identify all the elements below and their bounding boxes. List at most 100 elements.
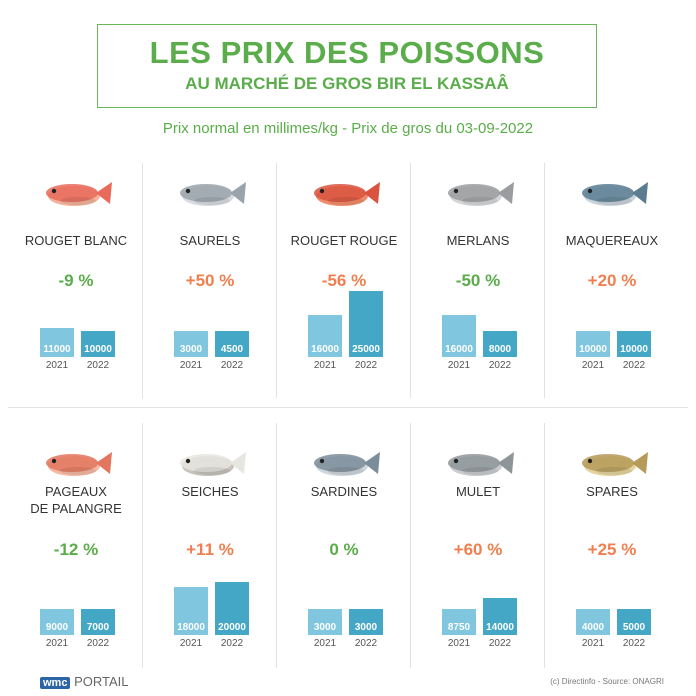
year-label: 2021 xyxy=(45,360,69,371)
bar-value-label: 16000 xyxy=(445,344,473,355)
price-change-label: +50 % xyxy=(185,271,235,290)
year-label: 2021 xyxy=(447,638,471,649)
wmc-badge: wmc xyxy=(40,677,71,689)
price-bar-2021: 8750 xyxy=(442,609,476,635)
bar-value-label: 4000 xyxy=(581,622,605,633)
price-change-label: 0 % xyxy=(329,540,359,559)
red-mullet-icon xyxy=(36,168,116,218)
source-credit: (c) Directinfo - Source: ONAGRI xyxy=(550,677,664,686)
bar-value-label: 4500 xyxy=(220,344,244,355)
price-bar-2022: 10000 xyxy=(617,331,651,357)
year-label: 2021 xyxy=(179,638,203,649)
price-bar-2021: 9000 xyxy=(40,609,74,635)
portail-text: PORTAIL xyxy=(74,674,129,689)
title-box: LES PRIX DES POISSONS AU MARCHÉ DE GROS … xyxy=(97,24,597,108)
price-bar-2021: 16000 xyxy=(308,315,342,357)
grid-divider xyxy=(276,423,277,668)
fish-name: MAQUEREAUX xyxy=(565,233,659,248)
fish-name: SARDINES xyxy=(310,484,378,499)
bar-value-label: 3000 xyxy=(354,622,378,633)
price-change-label: +25 % xyxy=(587,540,637,559)
price-bar-2021: 16000 xyxy=(442,315,476,357)
bar-value-label: 18000 xyxy=(177,622,205,633)
price-bar-2022: 8000 xyxy=(483,331,517,357)
bar-value-label: 10000 xyxy=(620,344,648,355)
fish-card: SARDINES 0 % 3000 2021 3000 2022 xyxy=(276,420,412,660)
bar-value-label: 20000 xyxy=(218,622,246,633)
fish-name: ROUGET ROUGE xyxy=(290,233,398,248)
bar-value-label: 9000 xyxy=(45,622,69,633)
red-fish-icon xyxy=(304,168,384,218)
price-change-label: +11 % xyxy=(186,540,234,559)
year-label: 2021 xyxy=(447,360,471,371)
price-change-label: -50 % xyxy=(455,271,501,290)
fish-name: SEICHES xyxy=(181,484,239,499)
bar-value-label: 5000 xyxy=(622,622,646,633)
fish-card: ROUGET BLANC -9 % 11000 2021 10000 2022 xyxy=(8,160,144,400)
fish-name: PAGEAUX DE PALANGRE xyxy=(30,484,122,516)
price-bar-2022: 14000 xyxy=(483,598,517,635)
price-bar-2021: 4000 xyxy=(576,609,610,635)
fish-card: ROUGET ROUGE -56 % 16000 2021 25000 2022 xyxy=(276,160,412,400)
year-label: 2021 xyxy=(313,360,337,371)
subtitle: Prix normal en millimes/kg - Prix de gro… xyxy=(162,120,534,137)
year-label: 2022 xyxy=(622,360,646,371)
year-label: 2022 xyxy=(86,360,110,371)
price-bar-2022: 4500 xyxy=(215,331,249,357)
mackerel-icon xyxy=(572,168,652,218)
year-label: 2021 xyxy=(45,638,69,649)
fish-card: MERLANS -50 % 16000 2021 8000 2022 xyxy=(410,160,546,400)
fish-name: MERLANS xyxy=(446,233,510,248)
year-label: 2022 xyxy=(220,360,244,371)
grid-divider xyxy=(142,163,143,398)
year-label: 2022 xyxy=(622,638,646,649)
year-label: 2022 xyxy=(488,360,512,371)
fish-name: MULET xyxy=(455,484,501,499)
fish-card: MAQUEREAUX +20 % 10000 2021 10000 2022 xyxy=(544,160,680,400)
bar-value-label: 11000 xyxy=(43,344,71,355)
bar-value-label: 8000 xyxy=(488,344,512,355)
bar-value-label: 3000 xyxy=(313,622,337,633)
horse-mackerel-icon xyxy=(170,168,250,218)
bar-value-label: 14000 xyxy=(486,622,514,633)
year-label: 2022 xyxy=(86,638,110,649)
year-label: 2022 xyxy=(488,638,512,649)
bream-icon xyxy=(572,438,652,488)
price-bar-2022: 3000 xyxy=(349,609,383,635)
price-change-label: -12 % xyxy=(53,540,99,559)
page-subtitle-line: AU MARCHÉ DE GROS BIR EL KASSAÂ xyxy=(185,74,509,93)
price-bar-2021: 11000 xyxy=(40,328,74,357)
grid-divider xyxy=(544,163,545,398)
price-change-label: -56 % xyxy=(321,271,367,290)
price-bar-2022: 5000 xyxy=(617,609,651,635)
price-change-label: -9 % xyxy=(58,271,94,290)
fish-card: MULET +60 % 8750 2021 14000 2022 xyxy=(410,420,546,660)
sea-bream-icon xyxy=(36,438,116,488)
fish-name: ROUGET BLANC xyxy=(24,233,128,248)
fish-card: SPARES +25 % 4000 2021 5000 2022 xyxy=(544,420,680,660)
bar-value-label: 3000 xyxy=(179,344,203,355)
cuttlefish-icon xyxy=(170,438,250,488)
grid-divider xyxy=(142,423,143,668)
grid-divider xyxy=(276,163,277,398)
year-label: 2021 xyxy=(581,638,605,649)
price-bar-2022: 10000 xyxy=(81,331,115,357)
price-bar-2022: 25000 xyxy=(349,291,383,357)
page-title: LES PRIX DES POISSONS xyxy=(149,35,545,70)
grid-divider xyxy=(410,163,411,398)
year-label: 2021 xyxy=(581,360,605,371)
bar-value-label: 10000 xyxy=(579,344,607,355)
price-bar-2022: 20000 xyxy=(215,582,249,635)
year-label: 2021 xyxy=(179,360,203,371)
bar-value-label: 10000 xyxy=(84,344,112,355)
wmc-portail-logo: wmc PORTAIL xyxy=(40,674,129,689)
whiting-icon xyxy=(438,168,518,218)
year-label: 2022 xyxy=(220,638,244,649)
price-bar-2021: 3000 xyxy=(308,609,342,635)
bar-value-label: 7000 xyxy=(86,622,110,633)
mullet-icon xyxy=(438,438,518,488)
fish-name: SAURELS xyxy=(179,233,241,248)
fish-card: SAURELS +50 % 3000 2021 4500 2022 xyxy=(142,160,278,400)
sardine-icon xyxy=(304,438,384,488)
price-bar-2021: 3000 xyxy=(174,331,208,357)
